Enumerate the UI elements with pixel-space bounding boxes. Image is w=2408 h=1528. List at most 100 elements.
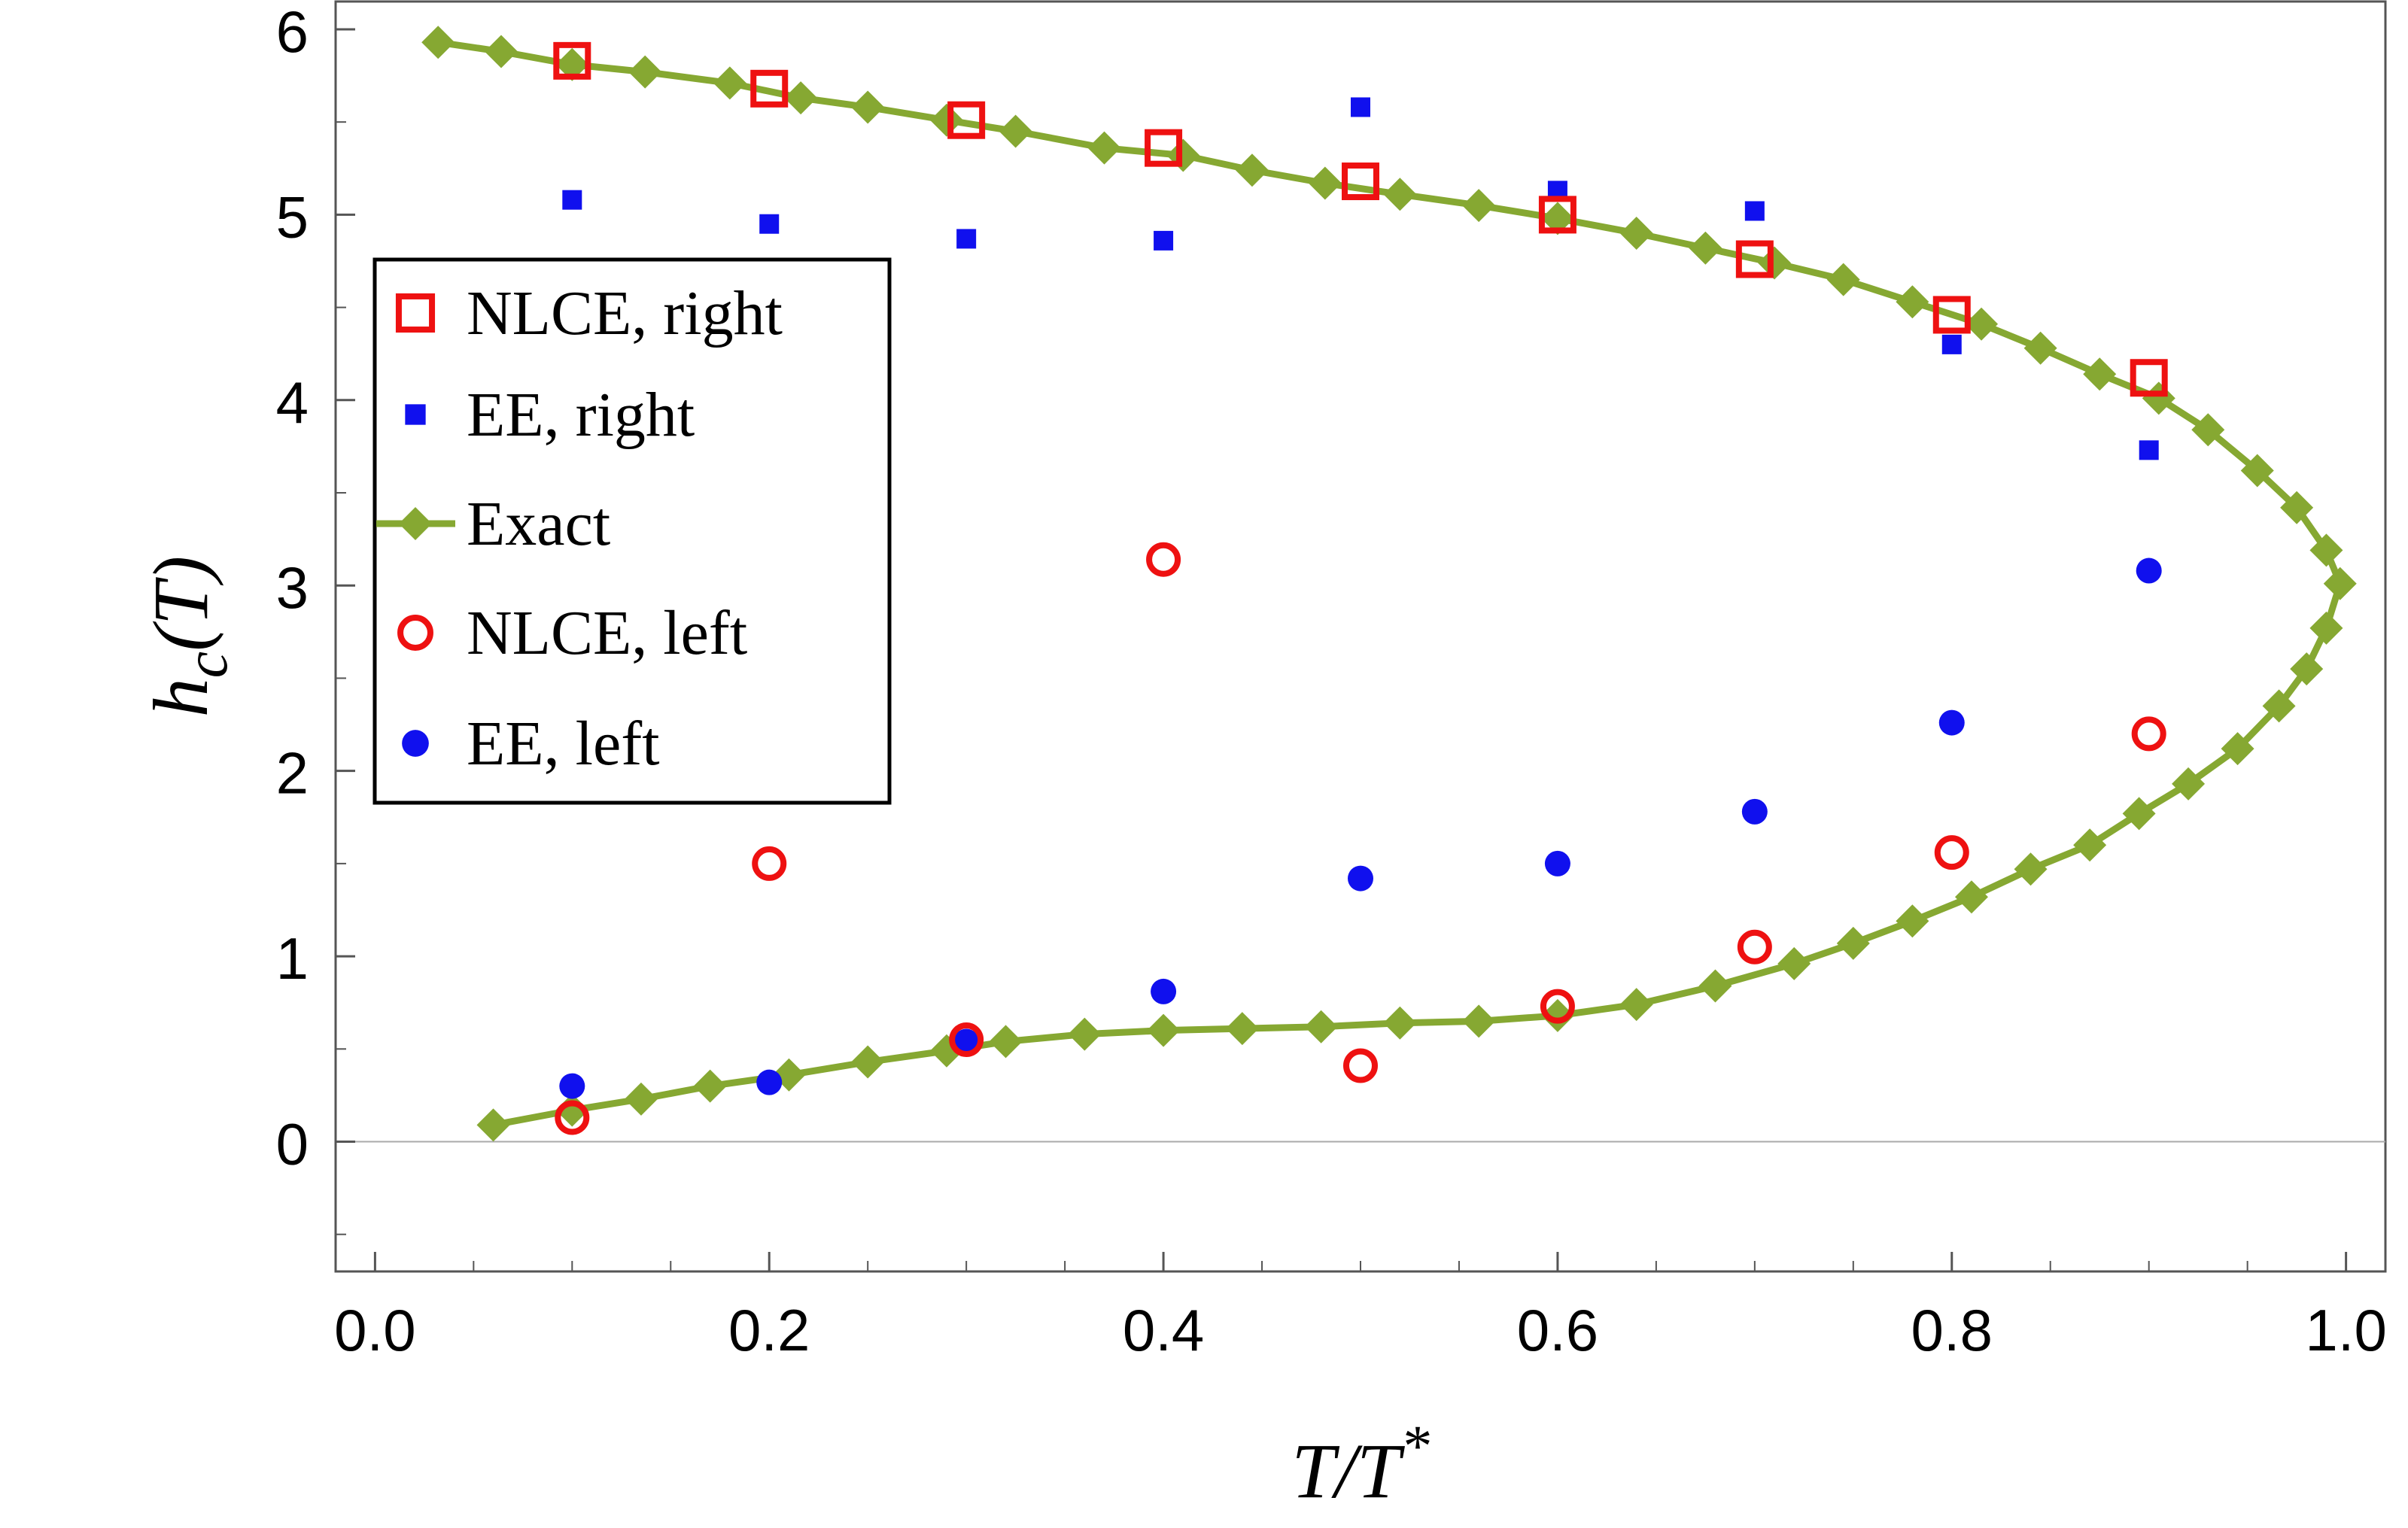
legend-marker xyxy=(405,404,426,425)
exact-point xyxy=(2014,852,2048,886)
series-ee-left xyxy=(559,557,2162,1099)
exact-point xyxy=(1304,1010,1338,1043)
exact-point xyxy=(851,1045,885,1079)
y-tick-label: 6 xyxy=(276,0,309,65)
filled-square-point xyxy=(1351,97,1370,117)
filled-square-point xyxy=(1941,334,1962,354)
filled-circle-point xyxy=(1348,865,1373,892)
exact-point xyxy=(2083,357,2117,391)
filled-circle-point xyxy=(559,1073,585,1099)
exact-point xyxy=(1689,231,1722,265)
series-layer xyxy=(421,26,2357,1142)
exact-point xyxy=(2142,381,2175,415)
legend-item: NLCE, left xyxy=(397,598,747,668)
exact-point xyxy=(1540,998,1574,1032)
open-square-point xyxy=(1932,296,1971,334)
filled-circle-point xyxy=(2136,557,2162,584)
exact-point xyxy=(1954,880,1988,914)
exact-point xyxy=(555,1093,589,1127)
exact-point xyxy=(628,55,662,89)
exact-point xyxy=(1826,263,1860,296)
svg-text:hc(T): hc(T) xyxy=(138,556,240,718)
exact-point xyxy=(989,1025,1023,1059)
exact-point xyxy=(2280,491,2314,524)
open-circle-point xyxy=(1540,989,1575,1024)
exact-point xyxy=(476,1108,510,1142)
open-square-point xyxy=(947,101,986,139)
open-square-point xyxy=(2130,359,2168,397)
exact-point xyxy=(713,66,746,100)
exact-point xyxy=(624,1082,658,1116)
legend-label: EE, right xyxy=(467,380,695,450)
open-square-point xyxy=(553,41,591,80)
exact-point xyxy=(1383,178,1417,211)
legend-item: NLCE, right xyxy=(395,278,783,348)
filled-square-point xyxy=(1154,230,1174,251)
legend-marker xyxy=(395,293,436,333)
exact-point xyxy=(1896,285,1929,319)
exact-point xyxy=(555,47,589,81)
exact-point xyxy=(1068,1017,1102,1051)
legend-marker xyxy=(397,615,433,651)
exact-point xyxy=(1896,904,1929,938)
open-circle-point xyxy=(555,1100,590,1135)
exact-point xyxy=(1836,926,1870,960)
exact-point xyxy=(929,103,963,137)
exact-point xyxy=(2221,732,2254,766)
y-tick-label: 3 xyxy=(276,554,309,621)
exact-point xyxy=(1777,946,1811,980)
legend-diamond xyxy=(399,507,432,540)
exact-point xyxy=(1383,1006,1417,1040)
exact-point xyxy=(2073,828,2107,862)
y-label-part: (T) xyxy=(138,556,224,652)
y-tick-label: 0 xyxy=(276,1111,309,1177)
exact-point xyxy=(2191,413,2225,447)
y-axis-title: hc(T) xyxy=(138,556,240,718)
exact-point xyxy=(1462,189,1496,223)
open-circle-point xyxy=(1146,542,1181,577)
svg-text:T/T*: T/T* xyxy=(1291,1413,1430,1514)
exact-point xyxy=(784,81,818,115)
filled-circle-point xyxy=(1938,709,1965,736)
legend-item: EE, left xyxy=(402,709,660,779)
exact-point xyxy=(1225,1012,1259,1046)
legend-label: EE, left xyxy=(467,709,660,779)
exact-point xyxy=(1619,988,1653,1022)
filled-circle-point xyxy=(1151,978,1177,1004)
open-square-point xyxy=(1342,163,1379,201)
filled-circle-point xyxy=(953,1028,980,1055)
x-tick-label: 0.6 xyxy=(1517,1297,1598,1363)
exact-point xyxy=(1540,202,1574,235)
y-label-part: h xyxy=(138,678,224,717)
exact-point xyxy=(1698,969,1732,1003)
y-tick-label: 1 xyxy=(276,925,309,992)
filled-square-point xyxy=(562,190,582,210)
x-tick-label: 0.4 xyxy=(1123,1297,1204,1363)
legend-label: NLCE, right xyxy=(467,278,783,348)
open-circle-point xyxy=(949,1022,984,1057)
open-square-point xyxy=(750,69,789,108)
exact-point xyxy=(2262,689,2296,723)
exact-point xyxy=(2240,454,2274,488)
legend-item: EE, right xyxy=(405,380,695,450)
exact-point xyxy=(1147,1013,1181,1047)
y-axis-ticks: 0 1 2 3 4 5 6 xyxy=(276,0,355,1235)
x-axis-title: T/T* xyxy=(1291,1413,1430,1514)
legend-box xyxy=(372,257,892,805)
legend-item: Exact xyxy=(376,489,610,559)
y-tick-label: 2 xyxy=(276,740,309,807)
exact-point xyxy=(693,1069,727,1103)
x-tick-label: 0.0 xyxy=(334,1297,415,1363)
open-square-point xyxy=(1735,240,1774,278)
exact-point xyxy=(2309,533,2343,567)
x-tick-label: 1.0 xyxy=(2305,1297,2386,1363)
x-label-part: T/T xyxy=(1291,1428,1405,1514)
exact-point xyxy=(421,26,455,59)
x-label-superscript: * xyxy=(1400,1413,1430,1478)
exact-point xyxy=(2290,652,2324,686)
exact-point xyxy=(2023,331,2057,365)
exact-point xyxy=(1462,1004,1496,1038)
open-circle-point xyxy=(1737,929,1772,964)
legend-label: NLCE, left xyxy=(467,598,747,668)
